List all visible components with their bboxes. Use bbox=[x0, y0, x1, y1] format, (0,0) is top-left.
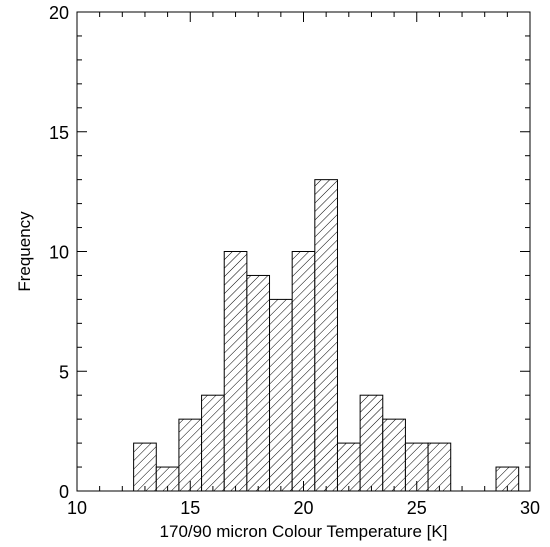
y-tick-label: 20 bbox=[49, 3, 69, 23]
x-axis-title: 170/90 micron Colour Temperature [K] bbox=[160, 522, 448, 541]
histogram-bar bbox=[269, 298, 293, 492]
x-tick-label: 25 bbox=[407, 498, 427, 518]
histogram-bar bbox=[336, 442, 361, 492]
y-axis-title: Frequency bbox=[15, 211, 34, 292]
histogram-bar bbox=[314, 179, 338, 492]
histogram-bar bbox=[178, 418, 203, 492]
histogram-bar bbox=[223, 251, 248, 492]
y-tick-label: 15 bbox=[49, 123, 69, 143]
y-tick-label: 0 bbox=[59, 482, 69, 502]
histogram-bar bbox=[382, 418, 406, 492]
histogram-bar bbox=[133, 442, 157, 492]
x-tick-label: 15 bbox=[180, 498, 200, 518]
histogram-bar bbox=[291, 251, 316, 492]
bars-group bbox=[133, 179, 520, 492]
histogram-bar bbox=[427, 442, 452, 492]
x-tick-label: 30 bbox=[520, 498, 540, 518]
histogram-bar bbox=[201, 394, 225, 492]
y-tick-label: 5 bbox=[59, 362, 69, 382]
ticks-group: 10 15 20 25 30 0 5 10 15 20 bbox=[49, 3, 540, 518]
x-tick-label: 10 bbox=[67, 498, 87, 518]
y-tick-label: 10 bbox=[49, 243, 69, 263]
histogram-bar bbox=[246, 274, 271, 492]
histogram-bar bbox=[359, 394, 384, 492]
x-tick-label: 20 bbox=[293, 498, 313, 518]
